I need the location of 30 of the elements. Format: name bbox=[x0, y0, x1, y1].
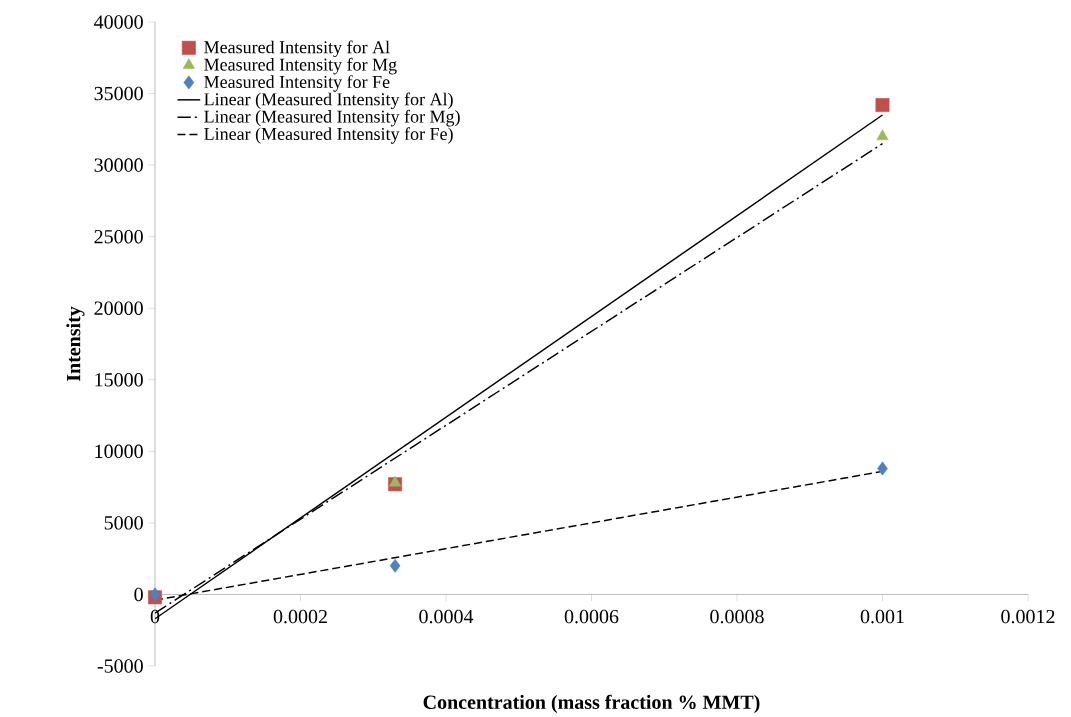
legend-label: Linear (Measured Intensity for Mg) bbox=[204, 109, 460, 127]
x-tick-label: 0 bbox=[150, 609, 160, 624]
legend-label: Measured Intensity for Al bbox=[204, 40, 390, 57]
y-tick-label: 25000 bbox=[94, 229, 143, 244]
x-tick-label: 0.0006 bbox=[564, 609, 619, 624]
y-tick-label: 40000 bbox=[94, 15, 143, 29]
legend-label: Linear (Measured Intensity for Al) bbox=[204, 92, 453, 109]
point bbox=[875, 97, 890, 112]
x-tick-label: 0.0008 bbox=[710, 609, 764, 624]
x-tick-label: 0.0002 bbox=[273, 609, 327, 624]
y-tick-label: 5000 bbox=[104, 515, 143, 530]
point bbox=[389, 475, 402, 487]
point bbox=[389, 558, 401, 573]
x-axis-title: Concentration (mass fraction % MMT) bbox=[423, 694, 760, 713]
legend-label: Linear (Measured Intensity for Fe) bbox=[204, 126, 453, 144]
x-tick-label: 0.0012 bbox=[1001, 609, 1055, 624]
y-tick-label: 15000 bbox=[95, 372, 143, 387]
legend-label: Measured Intensity for Mg bbox=[204, 57, 397, 75]
x-tick-label: 0.0004 bbox=[419, 609, 474, 624]
y-tick-label: 10000 bbox=[95, 444, 143, 458]
y-tick-label: 30000 bbox=[94, 158, 143, 172]
y-tick-label: 35000 bbox=[94, 86, 143, 101]
point bbox=[877, 461, 888, 476]
point bbox=[876, 129, 889, 140]
y-axis-title: Intensity bbox=[66, 306, 85, 381]
x-tick-label: 0.001 bbox=[860, 609, 904, 624]
y-tick-label: 20000 bbox=[94, 301, 143, 315]
legend-label: Measured Intensity for Fe bbox=[204, 74, 390, 92]
y-tick-label: -5000 bbox=[97, 659, 143, 673]
y-tick-label: 0 bbox=[134, 587, 143, 601]
